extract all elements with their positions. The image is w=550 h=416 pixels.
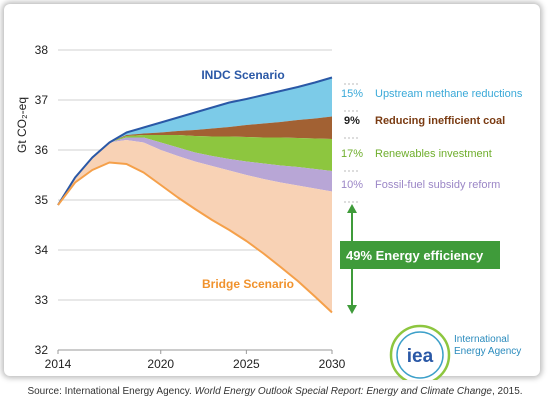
indc-scenario-label: INDC Scenario: [201, 68, 284, 82]
y-tick-label: 37: [35, 93, 49, 107]
y-axis-label: Gt CO₂-eq: [15, 97, 29, 153]
efficiency-label: 49% Energy efficiency: [346, 248, 484, 263]
legend-layer: 15% Upstream methane reductions 9% Reducing…: [340, 84, 523, 314]
bridge-scenario-label: Bridge Scenario: [202, 277, 294, 291]
x-tick-label: 2020: [147, 357, 174, 371]
x-tick-label: 2030: [319, 357, 346, 371]
iea-logo-line2: Energy Agency: [454, 346, 521, 357]
legend-percent: 9%: [344, 115, 360, 127]
y-tick-label: 38: [35, 43, 49, 57]
emissions-chart: 32 33 34 35 36 37 38 2014 2020 2025 2030 15% Upstre…: [0, 0, 550, 380]
iea-logo-mark: iea: [407, 346, 434, 367]
y-tick-label: 35: [35, 193, 49, 207]
legend-label: Reducing inefficient coal: [375, 115, 505, 127]
legend-percent: 10%: [341, 179, 363, 191]
y-tick-label: 34: [35, 243, 49, 257]
efficiency-arrow-head-up: [347, 204, 357, 213]
x-tick-label: 2025: [233, 357, 260, 371]
legend-percent: 15%: [341, 88, 363, 100]
y-tick-label: 33: [35, 293, 49, 307]
legend-label: Renewables investment: [375, 148, 492, 160]
legend-label: Fossil-fuel subsidy reform: [375, 179, 500, 191]
iea-logo: iea International Energy Agency: [391, 326, 521, 380]
source-suffix: , 2015.: [492, 386, 523, 397]
source-title: World Energy Outlook Special Report: Ene…: [195, 386, 492, 397]
source-prefix: Source: International Energy Agency.: [27, 386, 194, 397]
y-tick-label: 36: [35, 143, 49, 157]
legend-label: Upstream methane reductions: [375, 88, 523, 100]
iea-logo-line1: International: [454, 334, 509, 345]
source-citation: Source: International Energy Agency. Wor…: [0, 386, 550, 397]
legend-percent: 17%: [341, 148, 363, 160]
x-tick-label: 2014: [45, 357, 72, 371]
y-tick-label: 32: [35, 343, 49, 357]
efficiency-arrow-head-down: [347, 305, 357, 314]
